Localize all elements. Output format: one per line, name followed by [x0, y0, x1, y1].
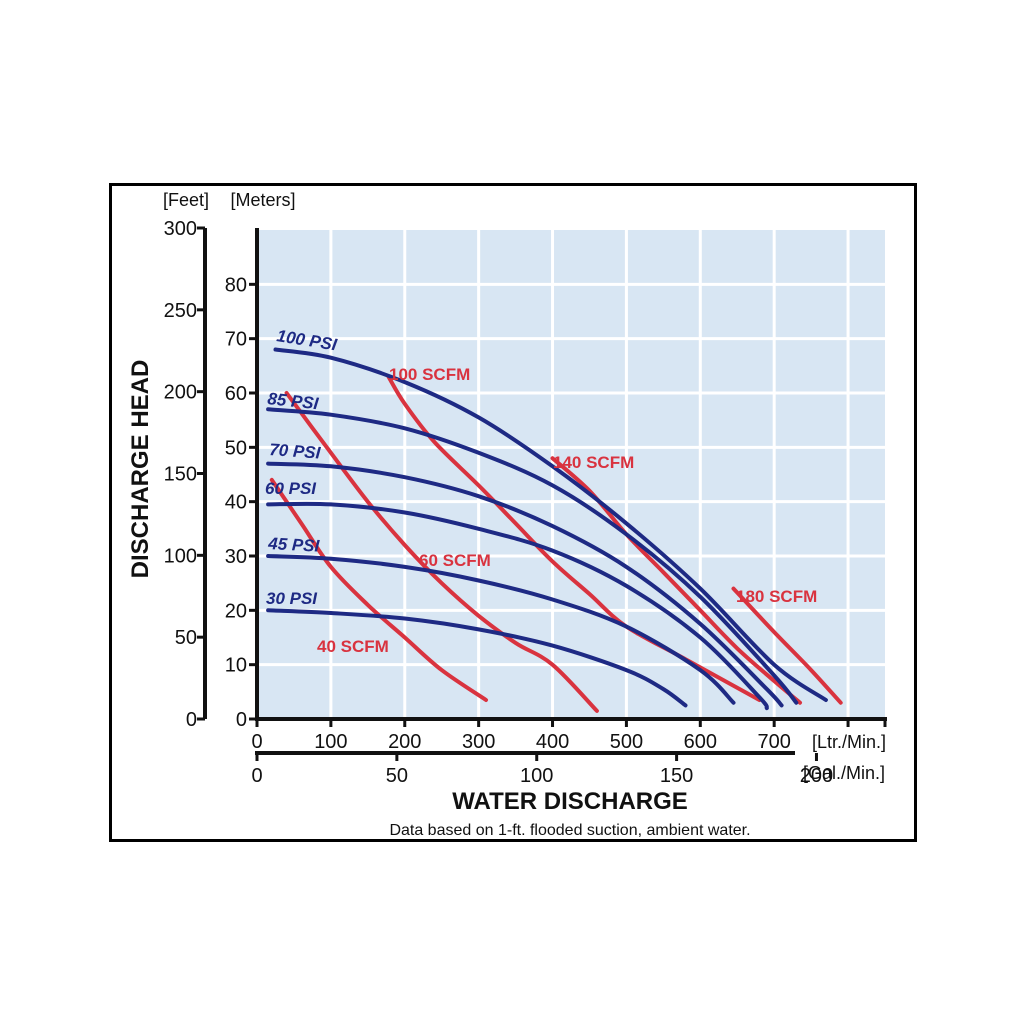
air-curve-180-scfm — [731, 586, 843, 705]
x-axis-title: WATER DISCHARGE — [452, 788, 688, 815]
gpm-unit-label: [Gal./Min.] — [803, 763, 885, 783]
lpm-tick-label: 600 — [684, 731, 717, 753]
lpm-unit-label: [Ltr./Min.] — [812, 732, 886, 752]
air-curve-60-scfm — [284, 391, 599, 713]
chart-frame — [109, 183, 917, 842]
gpm-tick-label: 100 — [520, 765, 553, 787]
meters-tick-label: 30 — [225, 546, 247, 568]
footnote: Data based on 1-ft. flooded suction, amb… — [389, 822, 750, 839]
air-curve-40-scfm — [269, 477, 488, 702]
meters-tick-label: 60 — [225, 383, 247, 405]
gpm-tick-label: 200 — [800, 765, 833, 787]
pressure-curve-70-psi — [266, 461, 784, 708]
axes — [197, 226, 887, 761]
feet-tick-label: 300 — [164, 218, 197, 240]
pressure-curve-45-psi — [266, 554, 736, 705]
pressure-curve-100-psi — [273, 347, 828, 702]
air-curve-label: 100 SCFM — [389, 365, 470, 384]
meters-tick-label: 10 — [225, 655, 247, 677]
pressure-curve-label: 30 PSI — [266, 589, 318, 608]
gpm-tick-label: 50 — [386, 765, 408, 787]
air-curve-label: 140 SCFM — [553, 453, 634, 472]
meters-tick-label: 20 — [225, 600, 247, 622]
lpm-tick-label: 400 — [536, 731, 569, 753]
air-curve-label: 40 SCFM — [317, 637, 389, 656]
lpm-tick-label: 0 — [251, 731, 262, 753]
lpm-tick-label: 200 — [388, 731, 421, 753]
gpm-tick-label: 150 — [660, 765, 693, 787]
feet-tick-label: 0 — [186, 709, 197, 731]
pressure-curves — [266, 347, 828, 711]
pressure-curve-label: 70 PSI — [269, 440, 323, 463]
feet-tick-label: 250 — [164, 300, 197, 322]
air-curve-label: 180 SCFM — [736, 587, 817, 606]
feet-tick-label: 50 — [175, 627, 197, 649]
lpm-tick-label: 700 — [757, 731, 790, 753]
feet-tick-label: 150 — [164, 464, 197, 486]
meters-tick-label: 70 — [225, 329, 247, 351]
feet-tick-label: 200 — [164, 382, 197, 404]
air-curve-label: 60 SCFM — [419, 551, 491, 570]
meters-unit-label: [Meters] — [230, 190, 295, 210]
y-axis-title: DISCHARGE HEAD — [127, 360, 154, 579]
pressure-curve-85-psi — [266, 407, 799, 705]
meters-tick-label: 0 — [236, 709, 247, 731]
feet-unit-label: [Feet] — [163, 190, 209, 210]
lpm-tick-label: 300 — [462, 731, 495, 753]
pressure-curve-60-psi — [266, 501, 769, 711]
pressure-curve-30-psi — [266, 608, 688, 708]
lpm-tick-label: 100 — [314, 731, 347, 753]
pressure-curve-label: 45 PSI — [267, 534, 321, 556]
meters-tick-label: 40 — [225, 492, 247, 514]
pressure-curve-label: 60 PSI — [265, 479, 317, 498]
meters-tick-label: 50 — [225, 437, 247, 459]
meters-tick-label: 80 — [225, 274, 247, 296]
lpm-tick-label: 500 — [610, 731, 643, 753]
gpm-tick-label: 0 — [251, 765, 262, 787]
feet-tick-label: 100 — [164, 545, 197, 567]
